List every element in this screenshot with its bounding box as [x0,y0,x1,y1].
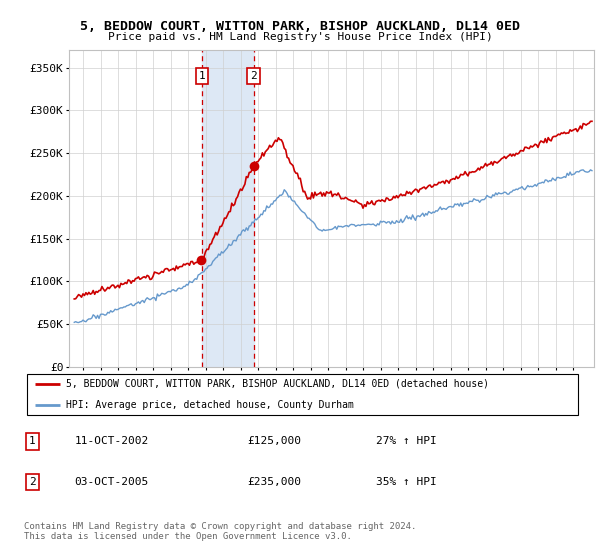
Text: 5, BEDDOW COURT, WITTON PARK, BISHOP AUCKLAND, DL14 0ED: 5, BEDDOW COURT, WITTON PARK, BISHOP AUC… [80,20,520,32]
Text: HPI: Average price, detached house, County Durham: HPI: Average price, detached house, Coun… [66,400,354,410]
Text: 2: 2 [250,71,257,81]
Text: 11-OCT-2002: 11-OCT-2002 [74,436,148,446]
Text: 5, BEDDOW COURT, WITTON PARK, BISHOP AUCKLAND, DL14 0ED (detached house): 5, BEDDOW COURT, WITTON PARK, BISHOP AUC… [66,379,489,389]
Text: 1: 1 [199,71,205,81]
Text: Price paid vs. HM Land Registry's House Price Index (HPI): Price paid vs. HM Land Registry's House … [107,32,493,43]
Text: £125,000: £125,000 [247,436,301,446]
FancyBboxPatch shape [27,374,578,415]
Text: 03-OCT-2005: 03-OCT-2005 [74,477,148,487]
Text: £235,000: £235,000 [247,477,301,487]
Text: 27% ↑ HPI: 27% ↑ HPI [376,436,436,446]
Text: 35% ↑ HPI: 35% ↑ HPI [376,477,436,487]
Bar [202,50,254,367]
Text: Contains HM Land Registry data © Crown copyright and database right 2024.
This d: Contains HM Land Registry data © Crown c… [24,522,416,542]
Text: 2: 2 [29,477,36,487]
Text: 1: 1 [29,436,36,446]
